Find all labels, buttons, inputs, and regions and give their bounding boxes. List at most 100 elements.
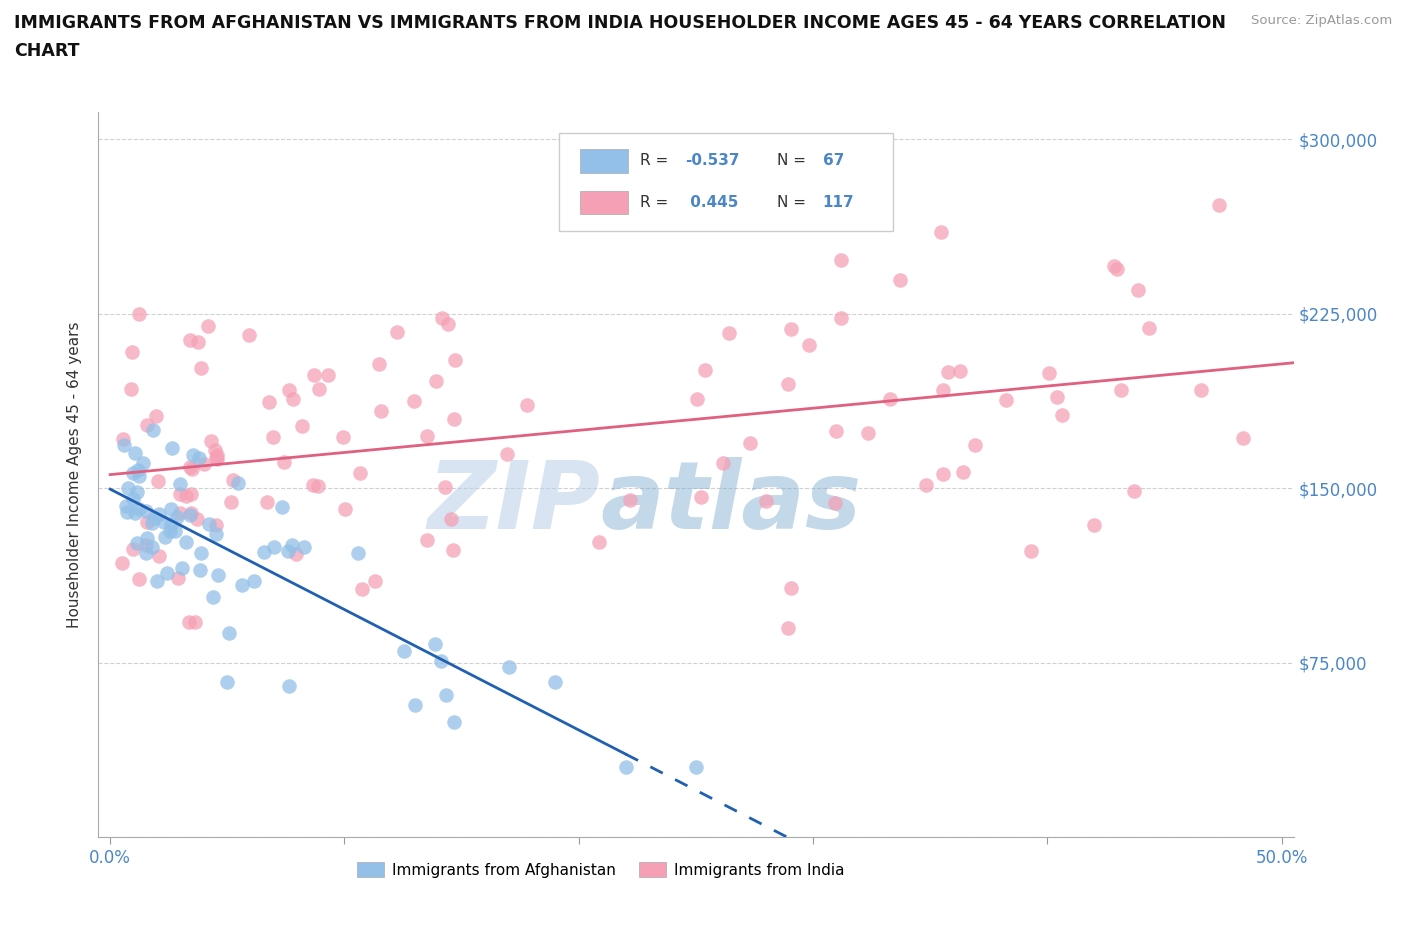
Point	[142, 422, 165, 438]
Point	[181, 447, 204, 462]
Point	[180, 506, 202, 521]
Point	[128, 571, 150, 586]
Point	[932, 382, 955, 397]
Point	[302, 477, 325, 492]
Point	[440, 512, 463, 526]
Point	[685, 760, 707, 775]
Point	[112, 438, 135, 453]
Point	[159, 524, 181, 538]
Point	[135, 503, 157, 518]
Point	[1038, 365, 1060, 380]
Point	[544, 675, 567, 690]
Y-axis label: Householder Income Ages 45 - 64 years: Householder Income Ages 45 - 64 years	[67, 321, 83, 628]
Point	[1232, 431, 1254, 445]
Point	[186, 512, 208, 526]
Point	[136, 514, 159, 529]
Text: R =: R =	[640, 194, 673, 210]
Point	[949, 364, 972, 379]
Point	[416, 429, 439, 444]
Point	[430, 311, 453, 325]
Point	[619, 492, 641, 507]
Point	[516, 398, 538, 413]
Point	[779, 321, 801, 336]
Point	[830, 253, 852, 268]
Point	[914, 477, 936, 492]
Point	[180, 486, 202, 501]
Point	[184, 615, 207, 630]
Point	[204, 443, 226, 458]
Point	[256, 495, 278, 510]
Point	[308, 381, 330, 396]
Point	[132, 456, 155, 471]
Point	[932, 467, 955, 482]
Point	[302, 367, 325, 382]
Point	[231, 578, 253, 592]
Point	[143, 511, 166, 525]
Point	[690, 490, 713, 505]
Point	[128, 307, 150, 322]
Point	[441, 543, 464, 558]
Point	[198, 517, 221, 532]
Point	[160, 516, 183, 531]
Point	[166, 570, 188, 585]
Point	[153, 514, 176, 529]
Point	[738, 436, 761, 451]
Point	[226, 475, 249, 490]
Point	[1189, 382, 1212, 397]
Point	[347, 546, 370, 561]
Point	[443, 715, 465, 730]
Point	[205, 517, 228, 532]
Point	[270, 499, 292, 514]
Point	[349, 466, 371, 481]
Point	[862, 216, 884, 231]
Point	[111, 555, 134, 570]
Point	[148, 548, 170, 563]
Point	[170, 560, 193, 575]
Point	[778, 620, 800, 635]
Point	[111, 432, 134, 447]
Point	[1107, 262, 1129, 277]
Point	[273, 455, 295, 470]
Point	[285, 547, 308, 562]
Point	[444, 352, 467, 367]
Point	[122, 491, 145, 506]
Point	[135, 531, 157, 546]
Point	[190, 546, 212, 561]
Point	[160, 501, 183, 516]
Point	[1122, 484, 1144, 498]
Point	[307, 479, 329, 494]
Text: CHART: CHART	[14, 42, 80, 60]
Text: R =: R =	[640, 153, 673, 168]
Point	[278, 382, 301, 397]
Bar	[581, 191, 628, 214]
Point	[963, 437, 986, 452]
Text: 0.445: 0.445	[685, 194, 738, 210]
Point	[204, 526, 226, 541]
Point	[125, 536, 148, 551]
Point	[243, 574, 266, 589]
Point	[218, 625, 240, 640]
Point	[425, 373, 447, 388]
Point	[127, 463, 149, 478]
Point	[205, 447, 228, 462]
Point	[370, 404, 392, 418]
Point	[197, 319, 219, 334]
Point	[797, 338, 820, 352]
Point	[253, 545, 276, 560]
Point	[824, 496, 846, 511]
Point	[153, 529, 176, 544]
Point	[995, 392, 1018, 407]
Point	[205, 451, 228, 466]
Text: Source: ZipAtlas.com: Source: ZipAtlas.com	[1251, 14, 1392, 27]
Point	[1126, 282, 1149, 297]
Point	[262, 430, 284, 445]
Point	[392, 644, 415, 658]
Point	[128, 501, 150, 516]
Point	[165, 524, 187, 538]
Point	[498, 659, 520, 674]
Point	[292, 540, 315, 555]
Point	[779, 580, 801, 595]
Point	[135, 545, 157, 560]
Point	[433, 480, 456, 495]
Point	[776, 377, 799, 392]
